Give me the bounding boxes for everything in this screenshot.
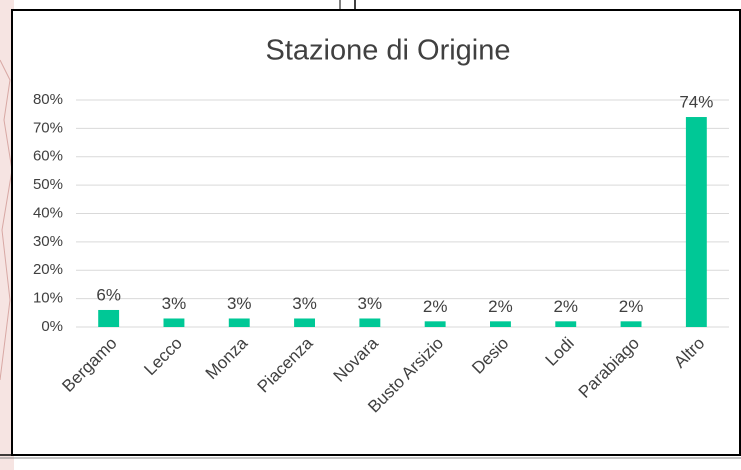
data-label: 6% xyxy=(96,285,121,304)
chart-frame xyxy=(11,9,741,456)
y-tick-label: 50% xyxy=(33,176,63,193)
data-label: 74% xyxy=(679,93,713,112)
bar xyxy=(163,318,185,327)
bar xyxy=(555,321,577,327)
y-tick-label: 0% xyxy=(41,318,63,335)
y-tick-label: 30% xyxy=(33,233,63,250)
y-tick-label: 70% xyxy=(33,119,63,136)
y-tick-label: 80% xyxy=(33,91,63,108)
chart-title: Stazione di Origine xyxy=(265,35,510,67)
bar xyxy=(490,321,511,327)
data-label: 3% xyxy=(227,294,252,313)
data-label: 3% xyxy=(292,294,317,313)
data-label: 2% xyxy=(553,297,578,316)
y-tick-label: 20% xyxy=(33,261,63,278)
bar xyxy=(359,318,381,327)
bar xyxy=(294,318,315,327)
bar xyxy=(685,117,707,328)
bar xyxy=(620,321,642,327)
data-label: 2% xyxy=(488,297,513,316)
y-tick-label: 40% xyxy=(33,204,63,221)
bar xyxy=(228,318,250,327)
data-label: 2% xyxy=(619,297,644,316)
bar xyxy=(424,321,446,327)
y-tick-label: 60% xyxy=(33,148,63,165)
data-label: 3% xyxy=(358,294,383,313)
bar xyxy=(98,309,120,327)
data-label: 3% xyxy=(162,294,187,313)
data-label: 2% xyxy=(423,297,448,316)
y-tick-label: 10% xyxy=(33,290,63,307)
